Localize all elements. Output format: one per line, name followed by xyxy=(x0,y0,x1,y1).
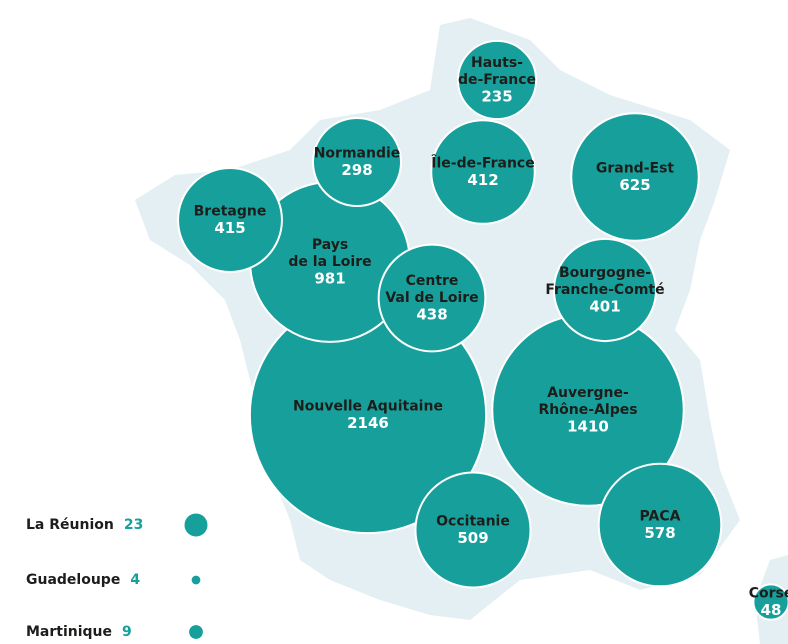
region-bubble xyxy=(177,167,283,273)
region-value: 981 xyxy=(314,270,345,288)
overseas-name: Martinique xyxy=(26,624,112,640)
region-value: 438 xyxy=(416,306,447,324)
region-bubble xyxy=(311,116,403,208)
region-name: Occitanie xyxy=(436,514,510,530)
region-value: 401 xyxy=(589,298,620,316)
region-name: Île-de-France xyxy=(431,155,534,172)
region-value: 625 xyxy=(619,176,650,194)
region-value: 412 xyxy=(467,171,498,189)
region-bubble xyxy=(377,243,487,353)
overseas-value: 9 xyxy=(122,624,132,640)
overseas-value: 23 xyxy=(124,517,143,533)
region-bubble xyxy=(430,119,536,225)
region-name: Bourgogne- xyxy=(559,265,651,281)
region-name: Nouvelle Aquitaine xyxy=(293,399,443,415)
region-bubble xyxy=(752,583,788,621)
region-name: Grand-Est xyxy=(596,161,675,177)
region-value: 235 xyxy=(481,88,512,106)
region-name: PACA xyxy=(640,509,681,525)
region-value: 578 xyxy=(644,524,675,542)
overseas-bubble xyxy=(187,623,205,641)
region-bubble xyxy=(570,112,700,242)
region-name: de-France xyxy=(458,72,536,88)
region-bubble xyxy=(597,462,723,588)
region-name: Normandie xyxy=(314,146,401,162)
region-name: Pays xyxy=(312,237,348,253)
overseas-name: Guadeloupe xyxy=(26,572,120,588)
region-name: Corse xyxy=(749,586,788,602)
overseas-value: 4 xyxy=(130,572,140,588)
overseas-bubble xyxy=(183,512,209,538)
overseas-name: La Réunion xyxy=(26,517,114,533)
region-value: 48 xyxy=(761,601,782,619)
region-bubble xyxy=(414,471,532,589)
region-name: Hauts- xyxy=(471,55,523,71)
region-name: Auvergne- xyxy=(547,385,629,401)
region-value: 2146 xyxy=(347,414,389,432)
region-name: Centre xyxy=(406,273,459,289)
region-value: 1410 xyxy=(567,418,609,436)
region-value: 415 xyxy=(214,219,245,237)
overseas-bubble xyxy=(190,574,202,586)
region-bubble xyxy=(456,39,538,121)
region-value: 509 xyxy=(457,529,488,547)
region-name: Val de Loire xyxy=(385,290,478,306)
region-name: Franche-Comté xyxy=(545,282,664,298)
region-bubble xyxy=(552,237,658,343)
region-value: 298 xyxy=(341,161,372,179)
region-name: Rhône-Alpes xyxy=(538,402,637,418)
region-name: Bretagne xyxy=(194,204,267,220)
region-name: de la Loire xyxy=(288,254,371,270)
